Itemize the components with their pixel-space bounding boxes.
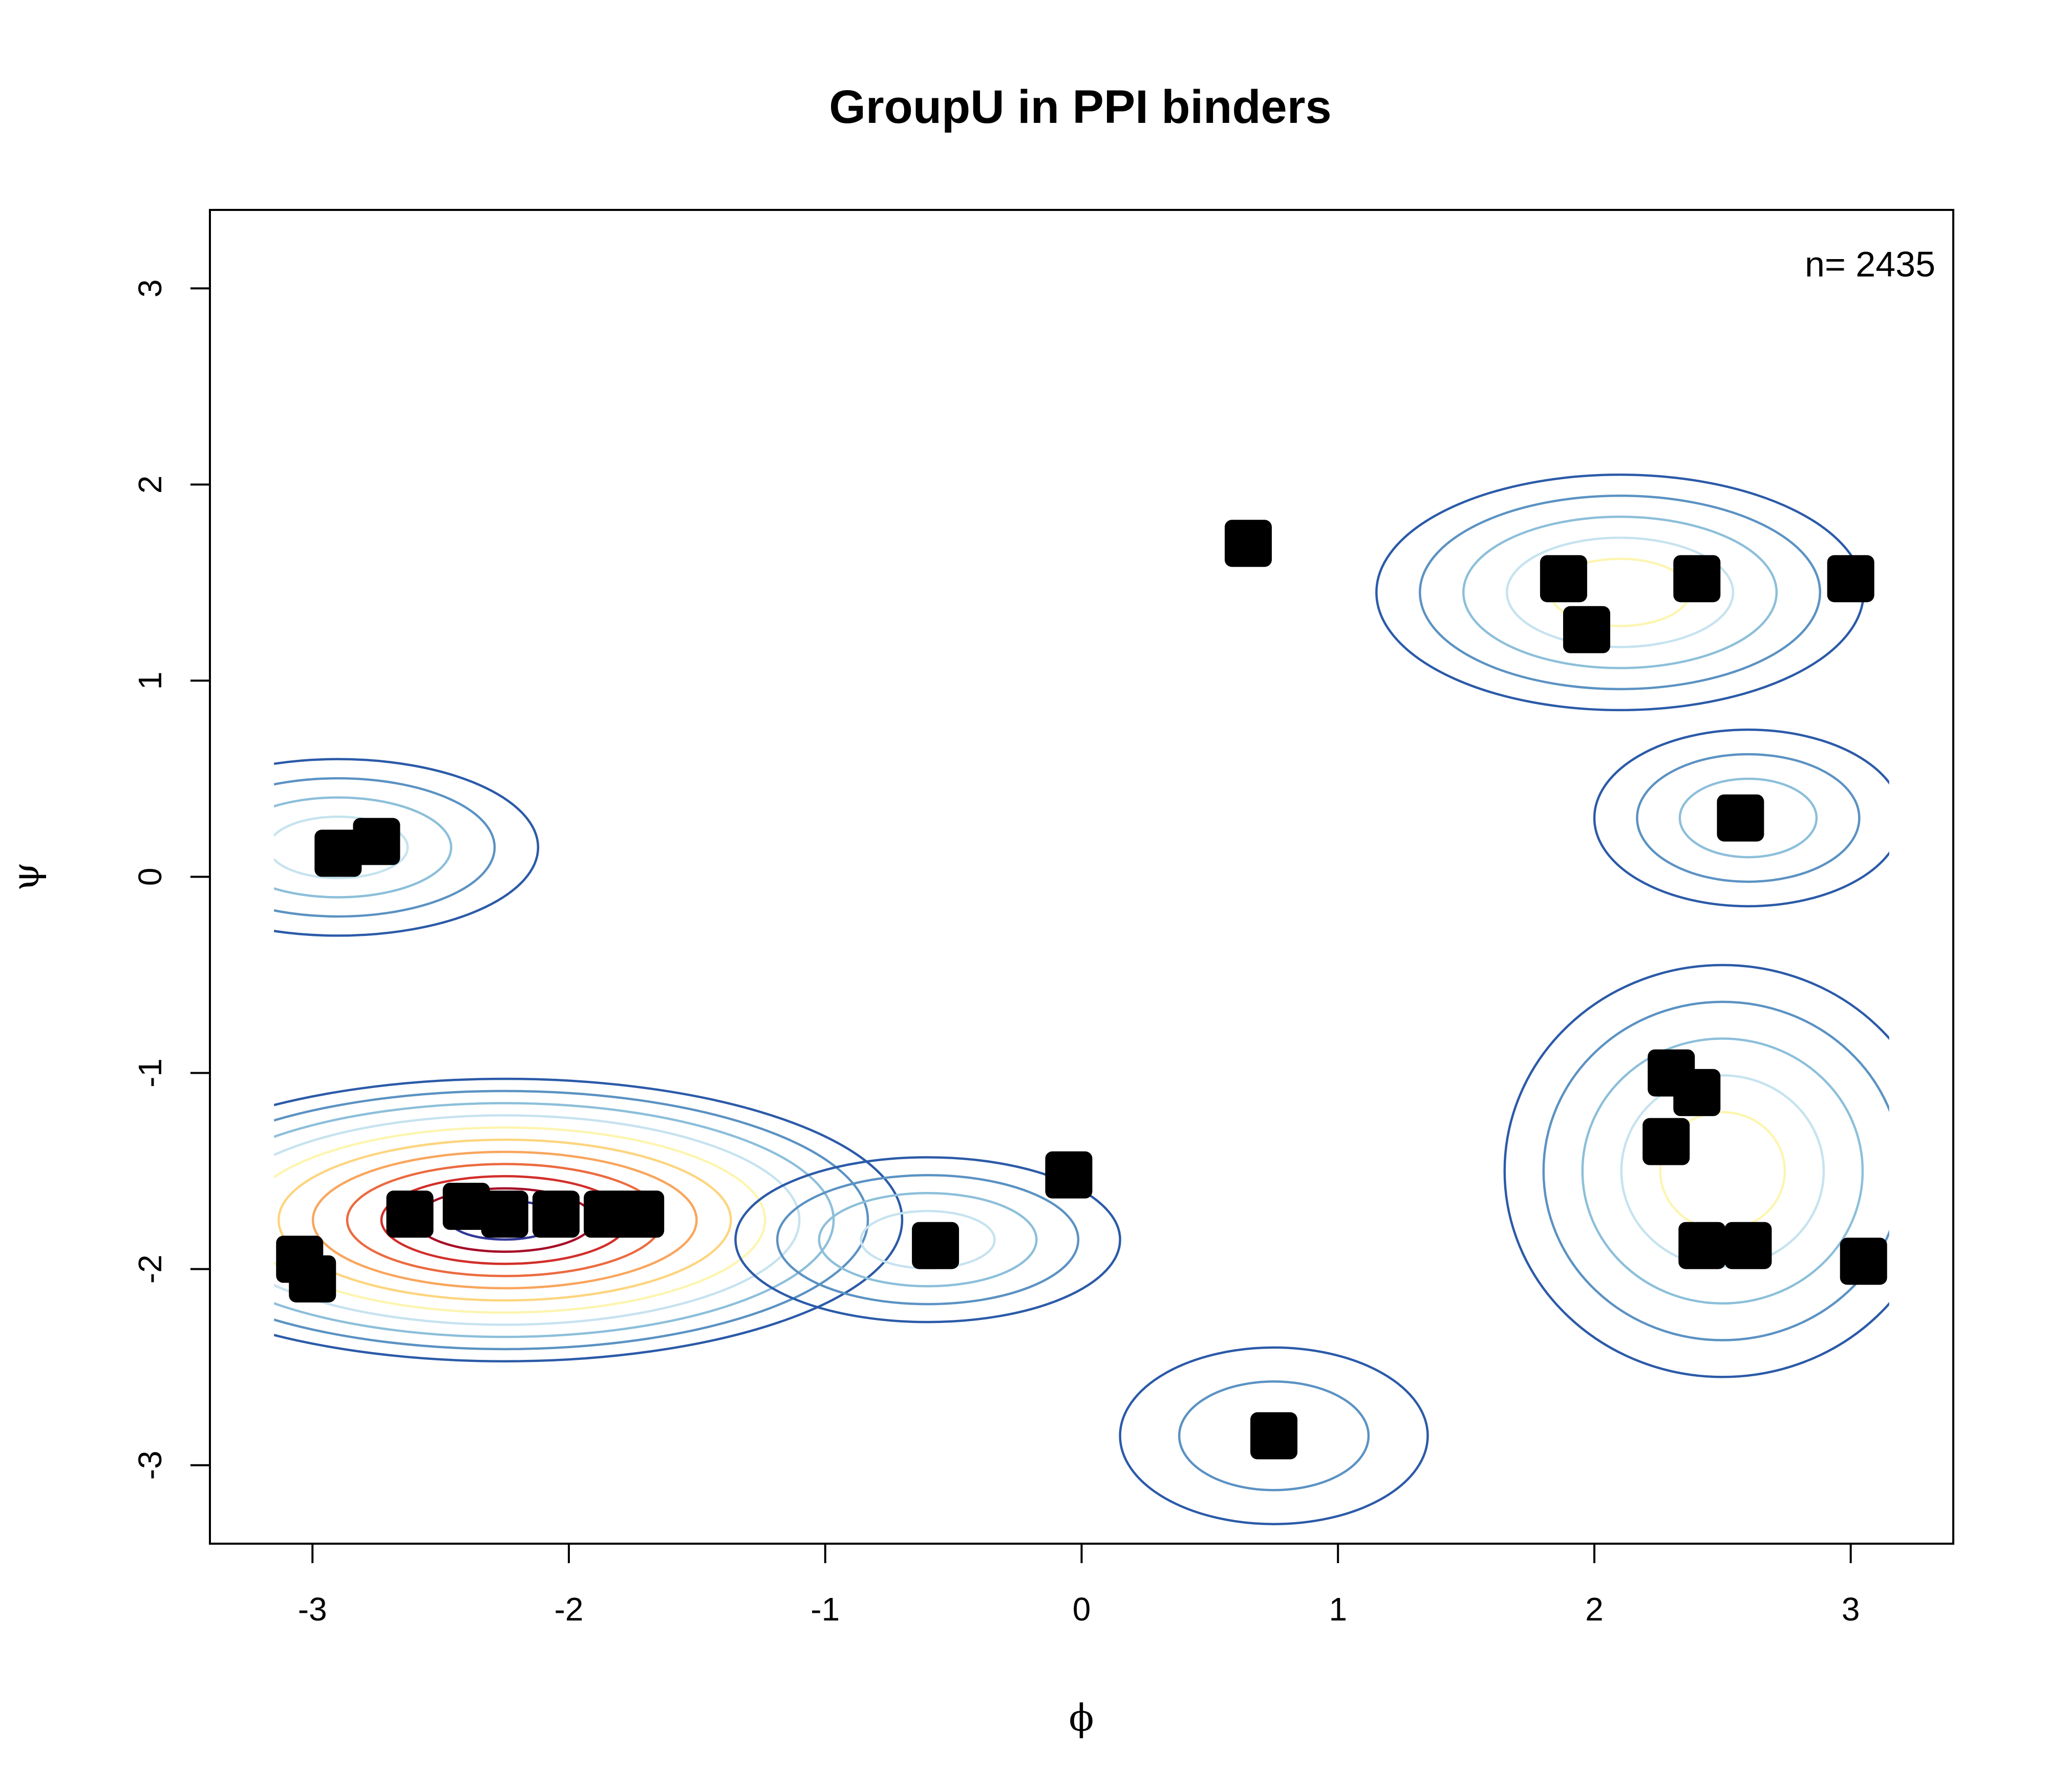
contour-line: [274, 1090, 869, 1351]
y-tick-label: -1: [132, 1058, 168, 1087]
contour-line: [818, 1192, 1038, 1288]
data-point: [1840, 1238, 1887, 1285]
sample-count-annotation: n= 2435: [1805, 244, 1935, 284]
contour-line: [277, 1138, 732, 1302]
contour-line: [1593, 728, 1889, 908]
data-point: [442, 1183, 490, 1230]
data-points: [276, 520, 1887, 1460]
contour-line: [776, 1174, 1080, 1306]
data-point: [1717, 794, 1764, 842]
contour-line: [1462, 516, 1778, 670]
contour-line: [1178, 1380, 1370, 1491]
data-point: [481, 1190, 528, 1238]
data-point: [1540, 555, 1587, 603]
y-tick-label: 0: [132, 868, 168, 886]
y-axis: -3 -2 -1 0 1 2 3: [132, 279, 210, 1480]
data-point: [532, 1190, 580, 1238]
y-axis-label: ψ: [4, 862, 47, 891]
contour-line: [1119, 1346, 1429, 1525]
data-point: [353, 818, 400, 865]
x-tick-label: 0: [1073, 1591, 1091, 1628]
data-point: [386, 1190, 434, 1238]
data-point: [289, 1255, 336, 1303]
contour-line: [1678, 777, 1818, 859]
x-tick-label: -1: [810, 1591, 840, 1628]
contour-line: [274, 777, 496, 918]
x-tick-label: -2: [554, 1591, 584, 1628]
x-tick-label: 3: [1842, 1591, 1860, 1628]
data-point: [1642, 1118, 1690, 1165]
data-point: [314, 829, 362, 877]
data-point: [1673, 555, 1721, 603]
data-point: [912, 1222, 959, 1269]
y-tick-label: -2: [132, 1254, 168, 1284]
contour-line: [274, 1114, 801, 1326]
contour-line: [1542, 1000, 1889, 1341]
contour-line: [1503, 964, 1889, 1378]
data-point: [1250, 1412, 1298, 1460]
contour-line: [274, 758, 540, 937]
x-tick-label: -3: [298, 1591, 327, 1628]
data-point: [1827, 555, 1874, 603]
data-point: [1724, 1222, 1772, 1269]
data-point: [1045, 1151, 1093, 1199]
contour-line: [1636, 753, 1861, 883]
contour-line: [274, 1102, 835, 1338]
x-tick-label: 2: [1585, 1591, 1604, 1628]
y-tick-label: 3: [132, 279, 168, 297]
data-point: [617, 1190, 665, 1238]
data-point: [1224, 520, 1272, 567]
contour-line: [1505, 537, 1735, 648]
contour-line: [274, 815, 409, 880]
contour-line: [734, 1156, 1121, 1324]
x-axis: -3 -2 -1 0 1 2 3: [298, 1544, 1860, 1628]
contour-line: [274, 1077, 904, 1362]
data-point: [1673, 1069, 1721, 1116]
contour-line: [1419, 494, 1822, 691]
x-axis-label: ϕ: [1069, 1696, 1094, 1739]
contour-line: [274, 1126, 766, 1314]
contour-line: [1581, 1037, 1864, 1305]
y-tick-label: 2: [132, 476, 168, 494]
y-tick-label: 1: [132, 672, 168, 690]
data-point: [1563, 606, 1610, 653]
data-point: [1678, 1222, 1726, 1269]
x-tick-label: 1: [1329, 1591, 1347, 1628]
chart-title: GroupU in PPI binders: [829, 81, 1331, 133]
contour-line: [274, 796, 453, 899]
contour-line: [311, 1150, 698, 1290]
y-tick-label: -3: [132, 1450, 168, 1480]
